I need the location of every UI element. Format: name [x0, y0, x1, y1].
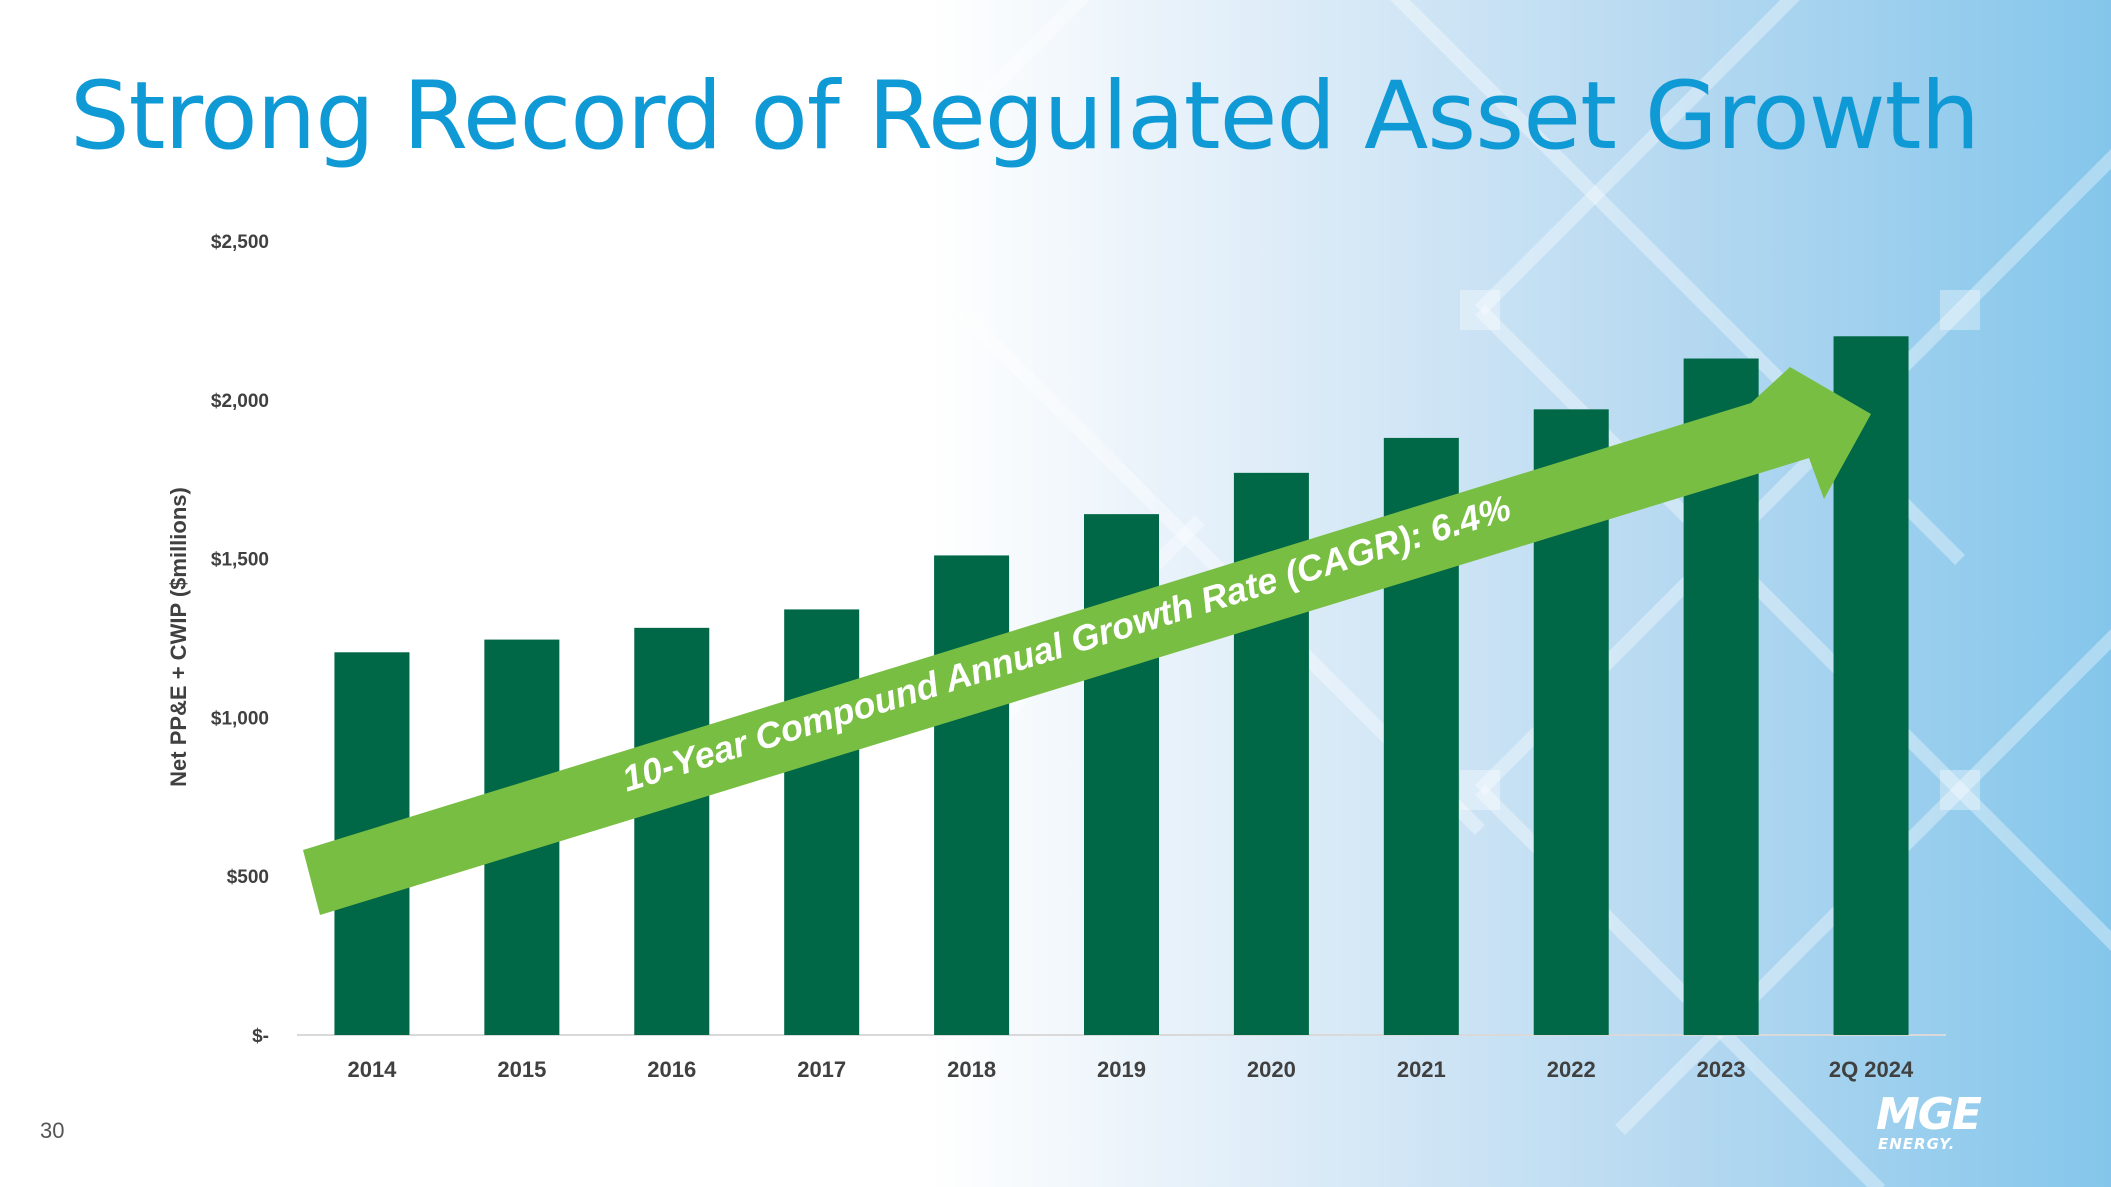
mge-energy-logo: MGE ENERGY.	[1876, 1089, 2006, 1153]
y-axis-ticks: $- $500 $1,000 $1,500 $2,000 $2,500	[211, 232, 269, 1047]
x-tick-label: 2015	[497, 1057, 546, 1082]
cagr-arrow-shape	[303, 367, 1871, 915]
bar	[784, 609, 860, 1035]
x-tick-label: 2016	[647, 1057, 696, 1082]
x-tick-label: 2017	[797, 1057, 846, 1082]
y-axis-label: Net PP&E + CWIP ($millions)	[166, 487, 191, 787]
y-tick-label: $500	[227, 867, 269, 888]
x-tick-label: 2023	[1697, 1057, 1746, 1082]
x-tick-label: 2014	[347, 1057, 397, 1082]
x-tick-label: 2021	[1397, 1057, 1446, 1082]
logo-wordmark: MGE	[1876, 1089, 1982, 1140]
y-tick-label: $2,500	[211, 232, 269, 253]
cagr-arrow-label: 10-Year Compound Annual Growth Rate (CAG…	[617, 487, 1515, 800]
bar	[934, 555, 1010, 1035]
x-tick-label: 2019	[1097, 1057, 1146, 1082]
bar	[634, 627, 710, 1035]
page-number: 30	[40, 1118, 65, 1143]
x-axis-ticks: 2014 2015 2016 2017 2018 2019 2020 2021 2022 2023…	[347, 1057, 1914, 1082]
y-tick-label: $2,000	[211, 391, 269, 412]
y-tick-label: $-	[252, 1026, 269, 1047]
x-tick-label: 2Q 2024	[1829, 1057, 1914, 1082]
y-tick-label: $1,000	[211, 708, 269, 729]
x-tick-label: 2020	[1247, 1057, 1296, 1082]
logo-subtext: ENERGY.	[1878, 1135, 1956, 1153]
x-tick-label: 2022	[1547, 1057, 1596, 1082]
slide-title: Strong Record of Regulated Asset Growth	[70, 62, 1980, 171]
x-tick-label: 2018	[947, 1057, 996, 1082]
y-tick-label: $1,500	[211, 550, 269, 571]
